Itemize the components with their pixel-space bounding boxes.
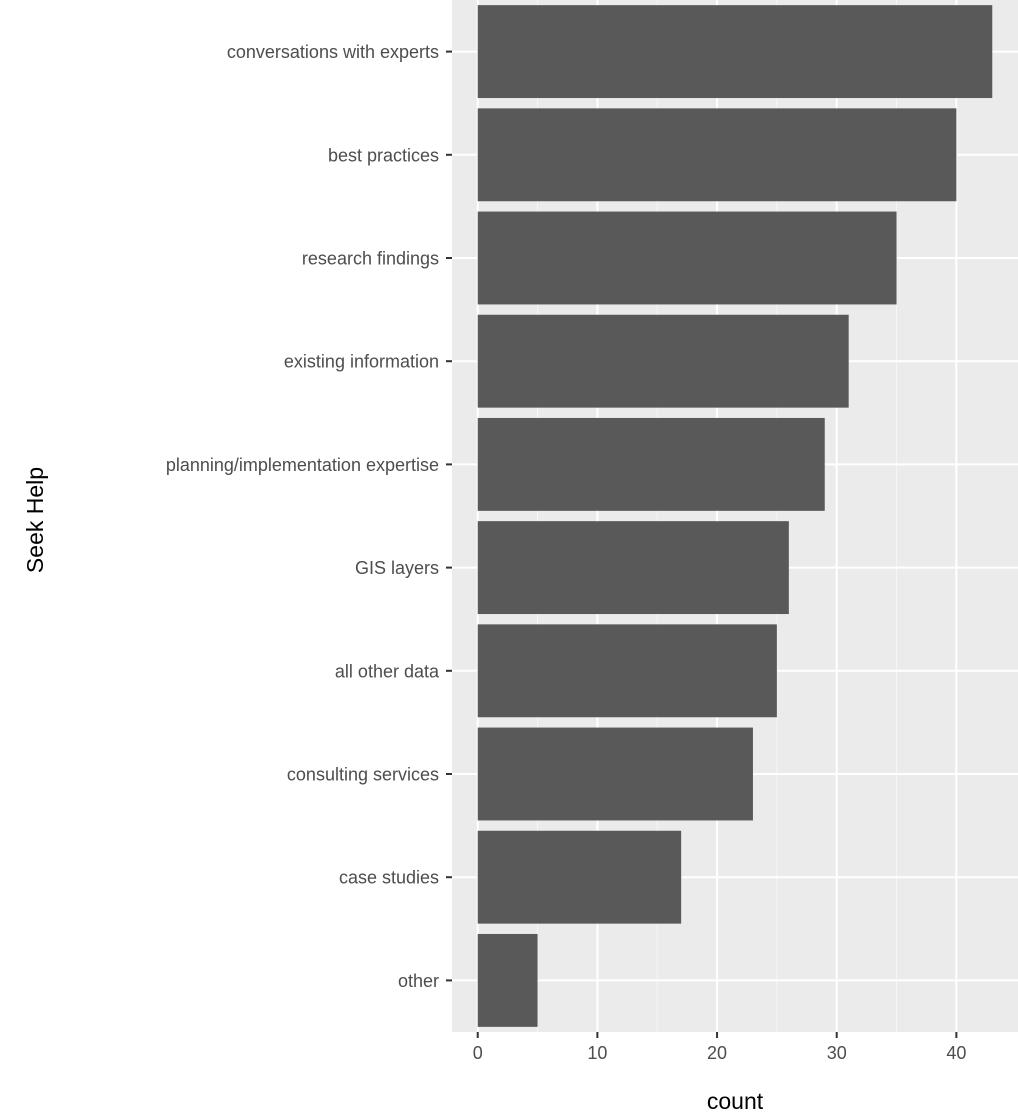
bar — [477, 314, 849, 408]
x-tick-label: 40 — [946, 1043, 966, 1063]
bar — [477, 211, 897, 305]
bar — [477, 624, 777, 718]
y-tick-label: other — [398, 971, 439, 991]
bar — [477, 108, 957, 202]
y-tick-label: planning/implementation expertise — [166, 455, 439, 475]
bars — [477, 5, 993, 1027]
bar — [477, 5, 993, 99]
x-tick-label: 20 — [707, 1043, 727, 1063]
y-tick-label: all other data — [335, 661, 440, 681]
y-tick-label: research findings — [302, 249, 439, 269]
y-axis: conversations with experts best practices… — [166, 42, 452, 991]
x-tick-label: 30 — [827, 1043, 847, 1063]
y-tick-label: best practices — [328, 145, 439, 165]
x-tick-label: 0 — [473, 1043, 483, 1063]
x-axis: 0 10 20 30 40 — [473, 1032, 966, 1063]
y-tick-label: case studies — [339, 868, 439, 888]
bar — [477, 417, 825, 511]
x-axis-title: count — [707, 1088, 764, 1114]
x-tick-label: 10 — [587, 1043, 607, 1063]
y-axis-title: Seek Help — [22, 467, 48, 573]
bar — [477, 521, 789, 615]
y-tick-label: GIS layers — [355, 558, 439, 578]
bar — [477, 933, 538, 1027]
y-tick-label: consulting services — [287, 765, 439, 785]
bar — [477, 830, 682, 924]
y-tick-label: existing information — [284, 352, 439, 372]
y-tick-label: conversations with experts — [227, 42, 439, 62]
bar — [477, 727, 753, 821]
